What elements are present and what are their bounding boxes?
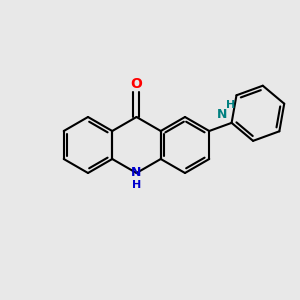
Text: N: N bbox=[131, 166, 142, 178]
Text: N: N bbox=[217, 108, 228, 122]
Text: H: H bbox=[132, 180, 141, 190]
Text: H: H bbox=[226, 100, 235, 110]
Text: O: O bbox=[130, 77, 142, 91]
